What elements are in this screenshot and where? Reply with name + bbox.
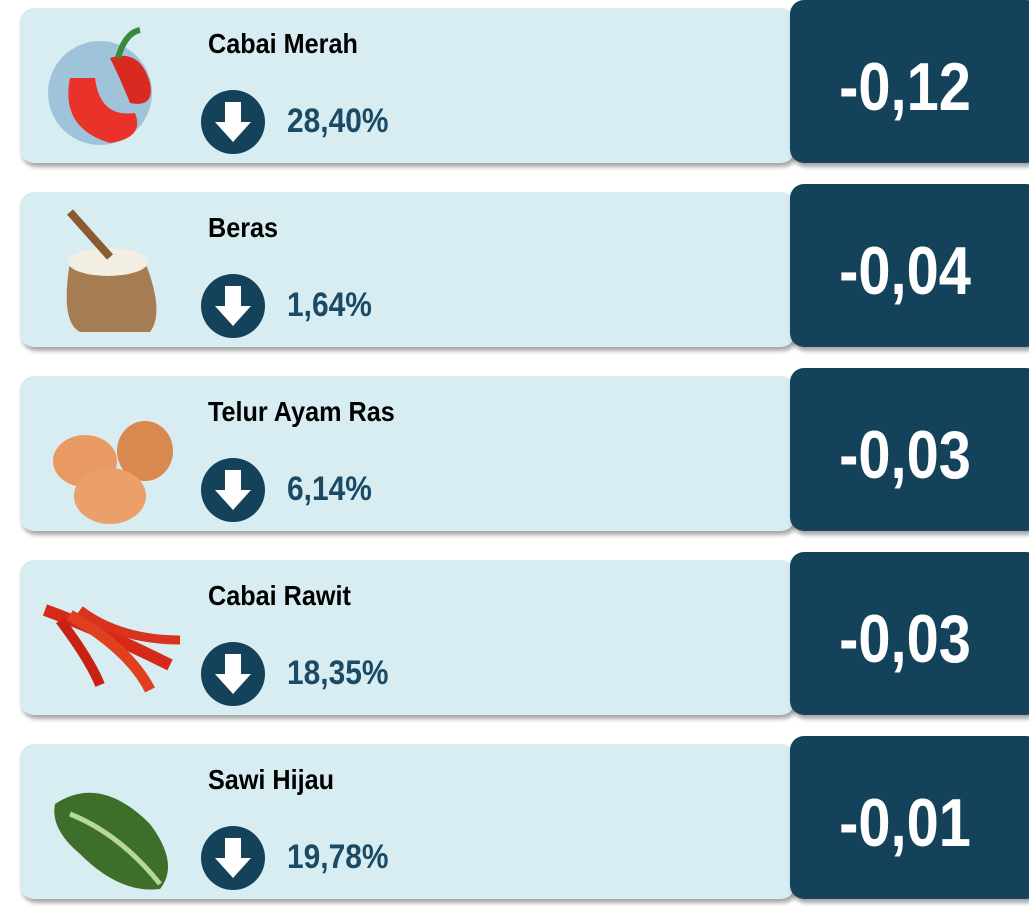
- commodity-row: Cabai Rawit 18,35% -0,03: [0, 552, 1029, 722]
- down-arrow-icon: [199, 88, 267, 156]
- down-arrow-icon: [199, 640, 267, 708]
- contribution-value: -0,03: [807, 416, 1003, 494]
- change-percent: 6,14%: [287, 470, 372, 509]
- change-percent: 28,40%: [287, 102, 388, 141]
- commodity-icon: [40, 18, 180, 158]
- down-arrow-icon: [199, 824, 267, 892]
- contribution-value: -0,12: [807, 48, 1003, 126]
- commodity-name: Telur Ayam Ras: [208, 396, 395, 428]
- commodity-icon: [40, 570, 180, 710]
- commodity-icon: [40, 202, 180, 342]
- down-arrow-icon: [199, 272, 267, 340]
- commodity-name: Cabai Merah: [208, 28, 358, 60]
- commodity-name: Cabai Rawit: [208, 580, 351, 612]
- commodity-name: Beras: [208, 212, 278, 244]
- commodity-row: Cabai Merah 28,40% -0,12: [0, 0, 1029, 170]
- commodity-icon: [40, 754, 180, 894]
- contribution-value: -0,01: [807, 784, 1003, 862]
- contribution-value: -0,04: [807, 232, 1003, 310]
- change-percent: 19,78%: [287, 838, 388, 877]
- down-arrow-icon: [199, 456, 267, 524]
- change-percent: 1,64%: [287, 286, 372, 325]
- page: {"items": [ {"name": "Cabai Merah", "cha…: [0, 0, 1029, 899]
- commodity-row: Telur Ayam Ras 6,14% -0,03: [0, 368, 1029, 538]
- commodity-icon: [40, 386, 180, 526]
- contribution-value: -0,03: [807, 600, 1003, 678]
- change-percent: 18,35%: [287, 654, 388, 693]
- commodity-row: Sawi Hijau 19,78% -0,01: [0, 736, 1029, 906]
- commodity-row: Beras 1,64% -0,04: [0, 184, 1029, 354]
- commodity-name: Sawi Hijau: [208, 764, 334, 796]
